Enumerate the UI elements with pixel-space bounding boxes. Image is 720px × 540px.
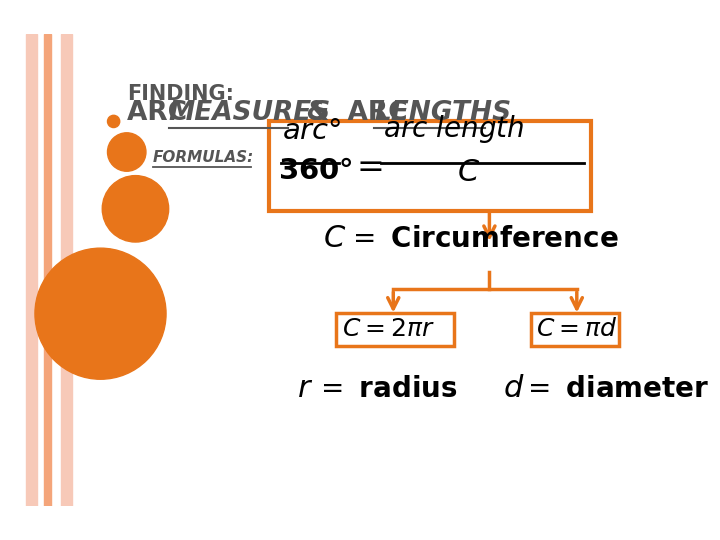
Text: &  ARC: & ARC (289, 100, 417, 126)
Bar (44, 34, 50, 506)
Text: $\mathit{r}$: $\mathit{r}$ (297, 374, 313, 403)
Circle shape (107, 133, 146, 171)
Text: $\mathit{arc\ length}$: $\mathit{arc\ length}$ (383, 113, 524, 145)
Circle shape (102, 176, 168, 242)
Text: FORMULAS:: FORMULAS: (153, 150, 254, 165)
Circle shape (107, 116, 120, 127)
Text: $\mathit{C}$: $\mathit{C}$ (457, 158, 480, 187)
Text: $\mathit{C} = 2\pi r$: $\mathit{C} = 2\pi r$ (342, 318, 434, 341)
Text: LENGTHS: LENGTHS (374, 100, 511, 126)
Text: $\mathit{arc}°$: $\mathit{arc}°$ (282, 117, 342, 145)
Text: $\mathbf{360°}$: $\mathbf{360°}$ (278, 157, 353, 185)
Text: $\mathit{d}$: $\mathit{d}$ (503, 374, 524, 403)
Text: $\mathit{C} = \pi d$: $\mathit{C} = \pi d$ (536, 318, 617, 341)
Text: $\mathit{C}$: $\mathit{C}$ (323, 224, 346, 253)
Text: MEASURES: MEASURES (168, 100, 331, 126)
FancyBboxPatch shape (336, 313, 454, 346)
Bar (61, 34, 72, 506)
Text: $=$ radius: $=$ radius (315, 375, 457, 403)
Text: ARC: ARC (127, 100, 196, 126)
Text: FINDING:: FINDING: (127, 84, 234, 104)
FancyBboxPatch shape (269, 122, 591, 211)
Circle shape (35, 248, 166, 379)
Text: $=$ diameter: $=$ diameter (522, 375, 709, 403)
Bar (26, 34, 37, 506)
Text: $=$: $=$ (351, 148, 383, 181)
Text: $=$ Circumference: $=$ Circumference (347, 225, 618, 253)
FancyBboxPatch shape (531, 313, 618, 346)
